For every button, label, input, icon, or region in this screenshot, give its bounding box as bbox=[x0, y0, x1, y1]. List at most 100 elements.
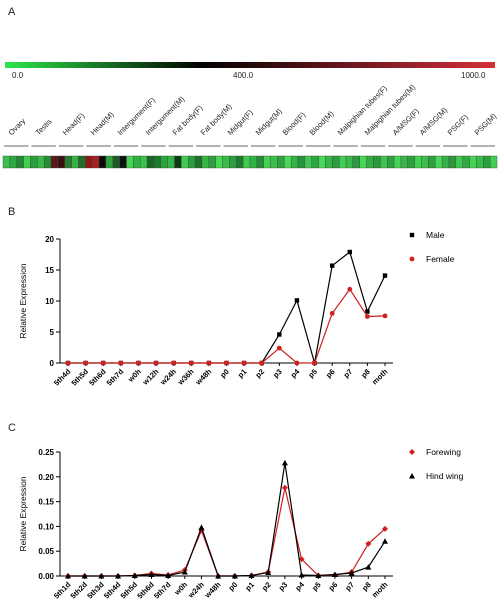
heatmap-cell bbox=[24, 156, 31, 168]
heatmap-cell bbox=[51, 156, 58, 168]
heatmap-cell bbox=[168, 156, 175, 168]
heatmap-cell bbox=[216, 156, 223, 168]
tissue-label: Blood(F) bbox=[281, 110, 308, 137]
scale-min-label: 0.0 bbox=[12, 71, 23, 80]
heatmap-cell bbox=[291, 156, 298, 168]
heatmap-cell bbox=[319, 156, 326, 168]
heatmap-cell bbox=[312, 156, 319, 168]
tissue-label: PSG(M) bbox=[473, 111, 499, 137]
heatmap-cell bbox=[380, 156, 387, 168]
x-tick-label: p2 bbox=[254, 367, 267, 380]
data-point bbox=[295, 298, 299, 302]
heatmap-cell bbox=[44, 156, 51, 168]
y-axis-label: Relative Expression bbox=[18, 263, 28, 338]
x-tick-label: w48h bbox=[193, 367, 214, 388]
heatmap-cell bbox=[271, 156, 278, 168]
heatmap-cell bbox=[85, 156, 92, 168]
heatmap-cell bbox=[422, 156, 429, 168]
heatmap-cell bbox=[264, 156, 271, 168]
heatmap-cell bbox=[325, 156, 332, 168]
x-tick-label: 5th4d bbox=[102, 580, 123, 601]
data-point bbox=[136, 361, 141, 366]
heatmap-cell bbox=[346, 156, 353, 168]
heatmap-cell bbox=[339, 156, 346, 168]
y-tick-label: 0 bbox=[50, 359, 55, 368]
x-tick-label: 5th7d bbox=[152, 580, 173, 601]
data-point bbox=[282, 485, 288, 491]
heatmap-cell bbox=[463, 156, 470, 168]
data-point bbox=[383, 273, 387, 277]
y-axis-label: Relative Expression bbox=[18, 476, 28, 551]
y-tick-label: 0.20 bbox=[38, 473, 54, 482]
x-tick-label: w24h bbox=[158, 367, 179, 388]
tissue-label: PSG(F) bbox=[445, 113, 469, 137]
heatmap-cell bbox=[360, 156, 367, 168]
heatmap-cell bbox=[10, 156, 17, 168]
heatmap-cell bbox=[78, 156, 85, 168]
heatmap-cell bbox=[181, 156, 188, 168]
series-line bbox=[68, 488, 385, 576]
data-point bbox=[382, 538, 388, 544]
heatmap-cell bbox=[133, 156, 140, 168]
panel-a-label: A bbox=[8, 6, 15, 18]
data-point bbox=[383, 313, 388, 318]
y-tick-label: 0.05 bbox=[38, 547, 54, 556]
data-point bbox=[330, 263, 334, 267]
data-point bbox=[118, 361, 123, 366]
x-tick-label: p5 bbox=[310, 580, 323, 593]
tissue-label: Malpighian tubes(M) bbox=[363, 83, 417, 137]
data-point bbox=[83, 361, 88, 366]
x-tick-label: p5 bbox=[306, 367, 319, 380]
heatmap-cell bbox=[147, 156, 154, 168]
data-point bbox=[347, 287, 352, 292]
data-point bbox=[330, 311, 335, 316]
x-tick-label: 5th4d bbox=[52, 367, 73, 388]
x-tick-label: w36h bbox=[175, 367, 196, 388]
x-tick-label: p7 bbox=[343, 580, 356, 593]
data-point bbox=[410, 233, 414, 237]
tissue-label: Testis bbox=[34, 117, 54, 137]
y-tick-label: 0.25 bbox=[38, 448, 54, 457]
x-tick-label: 5th5d bbox=[119, 580, 140, 601]
y-tick-label: 15 bbox=[45, 266, 54, 275]
data-point bbox=[277, 346, 282, 351]
x-tick-label: w48h bbox=[202, 580, 223, 601]
data-point bbox=[365, 314, 370, 319]
y-tick-label: 10 bbox=[45, 297, 54, 306]
panel-b-label: B bbox=[8, 206, 15, 218]
heatmap-cell bbox=[195, 156, 202, 168]
x-tick-label: moth bbox=[370, 580, 390, 600]
y-tick-label: 0.15 bbox=[38, 498, 54, 507]
data-point bbox=[154, 361, 159, 366]
heatmap-cell bbox=[277, 156, 284, 168]
x-tick-label: p3 bbox=[271, 367, 284, 380]
y-tick-label: 0.10 bbox=[38, 522, 54, 531]
x-tick-label: p0 bbox=[227, 580, 240, 593]
heatmap-cell bbox=[30, 156, 37, 168]
tissue-label: Blood(M) bbox=[308, 109, 336, 137]
data-point bbox=[282, 460, 288, 466]
heatmap-cell bbox=[284, 156, 291, 168]
heatmap-cell bbox=[140, 156, 147, 168]
x-tick-label: w0h bbox=[125, 367, 143, 385]
x-tick-label: p6 bbox=[324, 367, 337, 380]
heatmap-cell bbox=[257, 156, 264, 168]
heatmap-cell bbox=[92, 156, 99, 168]
data-point bbox=[277, 332, 281, 336]
heatmap-cell bbox=[456, 156, 463, 168]
heatmap-cell bbox=[120, 156, 127, 168]
y-tick-label: 20 bbox=[45, 235, 54, 244]
x-tick-label: 5th1d bbox=[52, 580, 73, 601]
x-tick-label: 5th3d bbox=[85, 580, 106, 601]
x-tick-label: p4 bbox=[293, 579, 306, 592]
heatmap-cell bbox=[428, 156, 435, 168]
heatmap-cell bbox=[229, 156, 236, 168]
heatmap-cell bbox=[353, 156, 360, 168]
x-tick-label: 5th7d bbox=[105, 367, 126, 388]
heatmap-cell bbox=[483, 156, 490, 168]
heatmap-cell bbox=[106, 156, 113, 168]
series-line bbox=[68, 463, 385, 576]
tissue-label: A/MSG(M) bbox=[418, 106, 449, 137]
heatmap-cell bbox=[236, 156, 243, 168]
heatmap-cell bbox=[209, 156, 216, 168]
